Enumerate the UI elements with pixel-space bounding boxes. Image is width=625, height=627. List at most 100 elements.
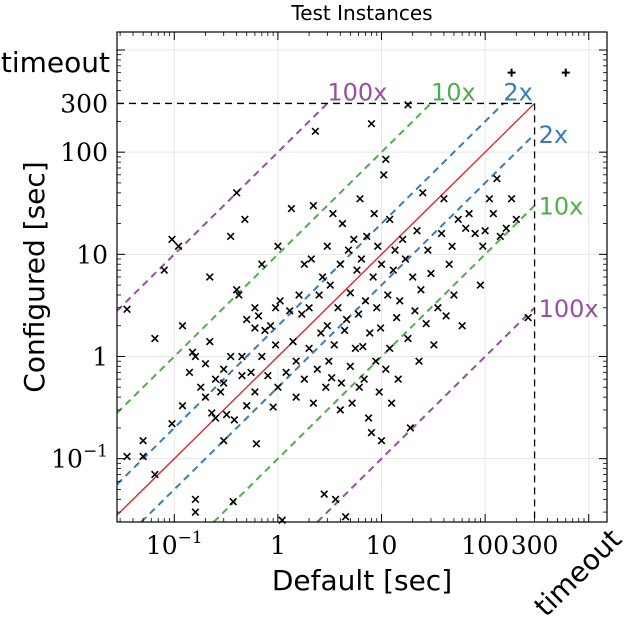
y-tick-label: 1 bbox=[92, 343, 108, 372]
data-point bbox=[289, 337, 297, 346]
data-point bbox=[257, 260, 266, 269]
data-point bbox=[434, 303, 442, 312]
data-point bbox=[357, 255, 366, 263]
data-point bbox=[318, 273, 327, 281]
data-point bbox=[437, 229, 446, 238]
data-point bbox=[226, 352, 235, 361]
data-point bbox=[317, 329, 325, 337]
data-point bbox=[448, 242, 456, 251]
data-point bbox=[292, 393, 301, 402]
data-point bbox=[185, 368, 194, 377]
data-point bbox=[404, 101, 412, 109]
data-point bbox=[311, 127, 320, 136]
reference-line-label: 10x bbox=[431, 78, 476, 106]
data-point bbox=[337, 379, 346, 387]
data-point bbox=[305, 303, 313, 312]
data-point bbox=[376, 324, 385, 332]
data-point bbox=[353, 266, 361, 275]
data-point bbox=[251, 303, 259, 312]
data-point bbox=[188, 348, 197, 357]
data-point bbox=[454, 215, 463, 224]
data-point bbox=[427, 269, 435, 278]
data-point bbox=[481, 226, 490, 235]
data-point bbox=[309, 399, 318, 407]
data-point bbox=[381, 155, 390, 164]
data-point bbox=[226, 232, 235, 241]
data-point bbox=[247, 368, 255, 377]
data-point bbox=[211, 414, 220, 422]
data-point bbox=[123, 305, 131, 314]
data-point bbox=[222, 410, 231, 419]
data-point bbox=[391, 246, 399, 254]
data-point bbox=[211, 375, 220, 384]
data-point bbox=[362, 232, 371, 241]
y-tick-label: 10−1 bbox=[51, 442, 108, 474]
data-point bbox=[191, 352, 200, 361]
x-tick-label: 10−1 bbox=[146, 528, 203, 560]
data-point bbox=[269, 403, 278, 411]
data-point bbox=[496, 232, 505, 241]
data-point bbox=[342, 315, 351, 324]
data-point bbox=[358, 342, 367, 351]
data-point bbox=[370, 209, 379, 218]
reference-line bbox=[140, 133, 536, 523]
data-point bbox=[257, 352, 266, 361]
reference-line-label: 10x bbox=[539, 193, 584, 221]
data-point bbox=[285, 306, 294, 315]
reference-line-label: 100x bbox=[539, 295, 599, 323]
data-point bbox=[361, 297, 370, 305]
data-point bbox=[232, 188, 241, 197]
diagonal-line bbox=[116, 102, 536, 516]
reference-line-label: 2x bbox=[539, 121, 568, 149]
data-point bbox=[191, 508, 200, 516]
data-point bbox=[351, 344, 360, 353]
grid-lines bbox=[117, 32, 607, 522]
data-point bbox=[422, 319, 431, 328]
data-point bbox=[201, 393, 210, 402]
chart-title: Test Instances bbox=[290, 1, 432, 25]
x-axis-label: Default [sec] bbox=[272, 564, 452, 597]
data-point bbox=[287, 204, 296, 213]
data-point bbox=[178, 321, 187, 330]
data-point bbox=[512, 215, 521, 224]
data-point bbox=[196, 383, 205, 392]
x-tick-label: 1 bbox=[270, 531, 286, 560]
data-point bbox=[406, 424, 415, 432]
data-point bbox=[276, 297, 284, 305]
data-point bbox=[423, 246, 432, 254]
data-point bbox=[326, 281, 335, 289]
data-point bbox=[401, 255, 410, 263]
data-point bbox=[254, 311, 263, 320]
data-point bbox=[383, 291, 392, 299]
data-point bbox=[324, 357, 333, 366]
data-point bbox=[229, 497, 238, 506]
data-point bbox=[334, 303, 342, 312]
reference-line bbox=[316, 307, 536, 523]
data-point bbox=[216, 388, 225, 396]
data-point bbox=[429, 340, 438, 349]
data-point bbox=[238, 352, 246, 361]
data-point bbox=[251, 324, 259, 332]
data-point bbox=[478, 242, 487, 251]
y-tick-label: 100 bbox=[60, 138, 108, 167]
data-point bbox=[191, 495, 200, 504]
data-point bbox=[282, 368, 290, 377]
data-point bbox=[139, 436, 147, 445]
data-point bbox=[465, 209, 473, 218]
data-point bbox=[151, 334, 159, 343]
data-point bbox=[242, 401, 251, 410]
data-point bbox=[340, 326, 349, 335]
data-point bbox=[323, 321, 332, 330]
data-point bbox=[341, 512, 350, 521]
data-point bbox=[371, 357, 380, 366]
reference-lines bbox=[116, 102, 536, 523]
data-point bbox=[263, 371, 272, 380]
data-point bbox=[408, 273, 417, 281]
data-point bbox=[394, 375, 403, 384]
data-point bbox=[234, 291, 243, 299]
data-point bbox=[392, 313, 401, 322]
data-point bbox=[365, 329, 374, 337]
data-point bbox=[174, 242, 183, 251]
data-point bbox=[336, 260, 345, 269]
